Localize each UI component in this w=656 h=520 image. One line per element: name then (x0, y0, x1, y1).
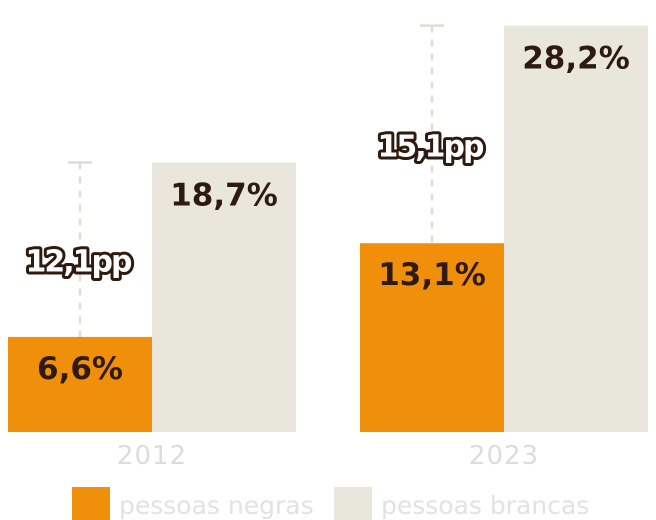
bar-pessoas-brancas (152, 162, 296, 432)
bar-pessoas-brancas (504, 25, 648, 432)
gap-value-label: 15,1pp (378, 129, 484, 164)
bar-pessoas-negras (360, 243, 504, 432)
x-tick-label: 2012 (117, 441, 187, 471)
legend-label-pessoas-negras: pessoas negras (119, 491, 314, 520)
legend-swatch-pessoas-negras (72, 487, 110, 520)
legend-label-pessoas-brancas: pessoas brancas (381, 491, 589, 520)
bar-value-label: 13,1% (378, 257, 486, 293)
legend-swatch-pessoas-brancas (334, 487, 372, 520)
x-tick-label: 2023 (469, 441, 539, 471)
bar-value-label: 6,6% (37, 351, 123, 387)
gap-value-label: 12,1pp (26, 245, 132, 280)
bar-value-label: 18,7% (170, 178, 278, 214)
bar-value-label: 28,2% (522, 41, 630, 77)
bar-pessoas-negras (8, 336, 152, 432)
